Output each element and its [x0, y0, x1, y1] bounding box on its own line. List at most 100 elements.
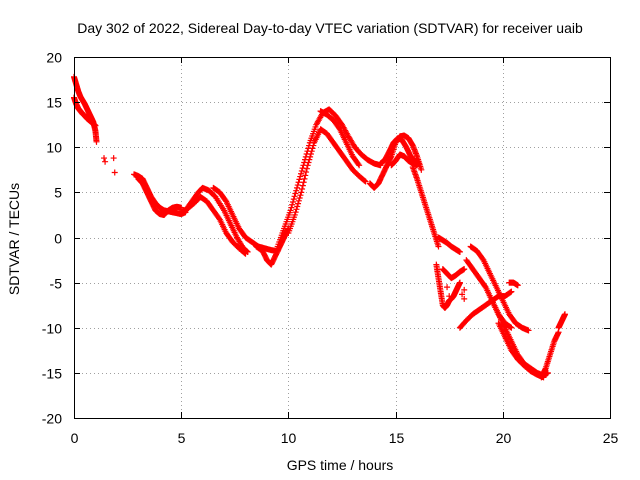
data-point [303, 169, 310, 176]
data-point [241, 250, 248, 257]
series-arc-22 [489, 297, 551, 379]
data-point [307, 153, 314, 160]
y-tick-labels: -20 -15 -10 -5 0 5 10 15 20 [42, 50, 62, 427]
data-point [362, 178, 369, 185]
data-point [298, 189, 305, 196]
data-point [446, 293, 453, 300]
series-arc-11 [317, 108, 363, 169]
data-point [309, 145, 316, 152]
series-arc-9 [274, 106, 384, 250]
data-point [303, 165, 310, 172]
series-arc-17 [435, 234, 463, 255]
data-point [287, 207, 294, 214]
data-point [295, 179, 302, 186]
data-point [93, 138, 100, 145]
data-point [291, 193, 298, 200]
data-point [418, 166, 425, 173]
data-point [356, 162, 363, 169]
data-point [297, 173, 304, 180]
data-point [435, 243, 442, 250]
y-tick-label: -10 [42, 321, 62, 337]
data-point [110, 155, 117, 162]
data-point [514, 282, 521, 289]
data-point [304, 162, 311, 169]
y-tick-label: 15 [46, 95, 62, 111]
data-point [456, 248, 463, 255]
x-tick-label: 15 [389, 430, 405, 446]
series-arc-24 [506, 279, 521, 289]
data-point [291, 211, 298, 218]
data-point [525, 327, 532, 334]
data-point [293, 187, 300, 194]
data-point [296, 195, 303, 202]
data-point [306, 156, 313, 163]
data-point [355, 161, 362, 168]
data-point [295, 200, 302, 207]
data-point [302, 172, 309, 179]
data-point [289, 201, 296, 208]
data-point [305, 159, 312, 166]
series-arc-25 [538, 329, 562, 381]
y-tick-label: -20 [42, 411, 62, 427]
data-point [289, 198, 296, 205]
x-tick-labels: 0 5 10 15 20 25 [71, 430, 619, 446]
data-point [297, 192, 304, 199]
x-tick-label: 0 [71, 430, 79, 446]
chart-title: Day 302 of 2022, Sidereal Day-to-day VTE… [77, 20, 583, 36]
data-point [294, 203, 301, 210]
series-arc-26 [555, 311, 568, 331]
series-arc-2 [71, 94, 99, 129]
data-point [290, 196, 297, 203]
y-tick-label: 10 [46, 140, 62, 156]
data-point [293, 206, 300, 213]
data-point [508, 324, 515, 331]
data-point [461, 295, 468, 302]
series-arc-10 [285, 126, 369, 236]
series-arc-8 [253, 225, 292, 268]
y-tick-label: -15 [42, 366, 62, 382]
series-arc-15 [409, 164, 442, 250]
data-point [295, 197, 302, 204]
data-point [111, 169, 118, 176]
series-arc-18 [439, 266, 468, 282]
data-point [307, 151, 314, 158]
series-arc-1 [71, 73, 100, 145]
series-arc-6 [178, 193, 249, 257]
series-sparse-1 [101, 155, 118, 176]
series-arc-19 [467, 243, 532, 334]
series-sparse-2 [444, 284, 468, 302]
data-point [299, 182, 306, 189]
data-point [299, 185, 306, 192]
x-tick-label: 25 [603, 430, 619, 446]
data-point [102, 158, 109, 165]
data-point [294, 182, 301, 189]
y-tick-label: 0 [54, 231, 62, 247]
data-point [461, 286, 468, 293]
data-point [310, 142, 317, 149]
data-point [456, 279, 463, 286]
data-point [288, 204, 295, 211]
data-point [101, 155, 108, 162]
y-tick-label: 5 [54, 185, 62, 201]
x-tick-label: 10 [281, 430, 297, 446]
grid [74, 57, 610, 418]
data-point [444, 284, 451, 291]
y-tick-label: -5 [50, 276, 63, 292]
x-axis-label: GPS time / hours [287, 457, 394, 473]
data-point [300, 179, 307, 186]
series-arc-4 [135, 175, 185, 218]
data-point [301, 175, 308, 182]
data-point [293, 184, 300, 191]
y-tick-label: 20 [46, 50, 62, 66]
data-point [292, 209, 299, 216]
data-point [508, 288, 515, 295]
data-point [296, 176, 303, 183]
data-point [414, 162, 421, 169]
data-point [298, 167, 305, 174]
data-point [297, 170, 304, 177]
data-point [461, 266, 468, 273]
data-point [242, 250, 249, 257]
data-point [308, 148, 315, 155]
series-arc-16 [433, 261, 463, 311]
